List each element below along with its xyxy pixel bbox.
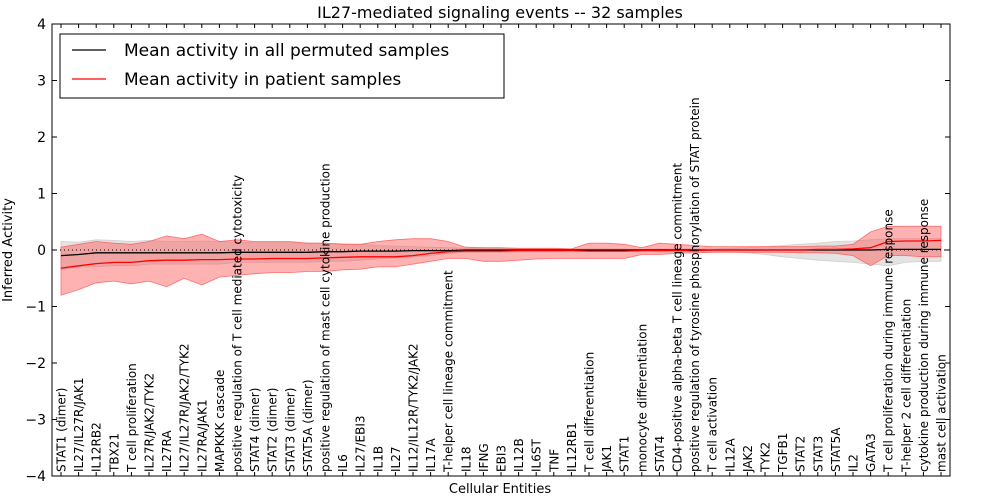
y-axis-label: Inferred Activity [1,198,16,302]
x-tick-label: STAT1 (dimer) [55,388,69,472]
x-tick-label: IL27/IL27R/JAK2/TYK2 [178,343,192,472]
x-tick-label: positive regulation of T cell mediated c… [231,175,245,472]
x-tick-label: IL27 [389,447,403,473]
x-tick-label: T-helper cell lineage commitment [442,270,456,473]
x-tick-label: IL6 [336,454,350,472]
x-tick-label: T cell differentiation [583,352,597,473]
y-tick-label: −4 [25,469,46,485]
x-tick-label: STAT2 [794,436,808,472]
x-tick-label: STAT2 (dimer) [266,388,280,472]
x-tick-label: STAT3 [811,436,825,472]
legend-label-0: Mean activity in all permuted samples [124,41,449,61]
legend: Mean activity in all permuted samples Mea… [59,33,505,99]
x-tick-label: STAT1 [618,436,632,472]
x-tick-label: TGFB1 [776,433,790,473]
x-tick-label: MAPKKK cascade [213,370,227,472]
x-tick-label: monocyte differentiation [635,324,649,472]
x-tick-label: IL1B [371,446,385,472]
x-tick-label: STAT5A [829,427,843,472]
x-tick-label: STAT3 (dimer) [283,388,297,472]
x-tick-label: positive regulation of mast cell cytokin… [319,163,333,472]
y-tick-label: −3 [25,413,46,429]
x-tick-label: cytokine production during immune respon… [917,199,931,472]
x-tick-label: IL27/EBI3 [354,415,368,472]
series-line-1 [60,239,942,269]
x-tick-label: STAT5A (dimer) [301,379,315,472]
x-tick-label: TYK2 [759,442,773,473]
legend-label-1: Mean activity in patient samples [124,70,401,90]
x-tick-label: IL12RB1 [565,422,579,472]
y-tick-label: −2 [25,356,46,372]
y-tick-label: 2 [37,130,46,146]
x-tick-label: STAT4 (dimer) [248,388,262,472]
x-tick-label: IL18 [459,447,473,473]
y-tick-label: 3 [37,74,46,90]
x-axis-label: Cellular Entities [449,482,551,497]
x-tick-label: IL2 [847,454,861,472]
x-tick-label: TNF [547,449,561,473]
chart-title-group: IL27-mediated signaling events -- 32 sam… [317,3,683,22]
y-tick-label: −1 [25,300,46,316]
x-tick-label: CD4-positive alpha-beta T cell lineage c… [671,163,685,472]
x-tick-label: TBX21 [107,433,121,473]
x-tick-label: mast cell activation [935,354,949,472]
x-tick-label: JAK1 [600,445,614,473]
x-tick-label: IL12A [723,438,737,472]
x-tick-label: IL12/IL12R/TYK2/JAK2 [407,343,421,472]
x-tick-label: EBI3 [495,445,509,472]
x-tick-label: T cell activation [706,377,720,473]
x-tick-label: IL12B [512,438,526,472]
x-tick-label: IL12RB2 [90,422,104,472]
x-tick-label: T cell proliferation [125,363,139,473]
y-tick-label: 1 [37,187,46,203]
x-tick-label: T cell proliferation during immune respo… [882,209,896,473]
x-tick-label: GATA3 [864,433,878,472]
x-tick-label: IL6ST [530,439,544,472]
x-tick-label: STAT4 [653,436,667,472]
x-tick-label: IL17A [424,438,438,472]
y-tick-label: 0 [37,243,46,259]
x-tick-label: IL27RA [160,430,174,472]
x-tick-label: IL27RA/JAK1 [195,399,209,472]
x-tick-label: T-helper 2 cell differentiation [899,299,913,473]
chart-title: IL27-mediated signaling events -- 32 sam… [317,3,683,22]
x-tick-label: IFNG [477,443,491,472]
series-band-1 [60,225,942,296]
x-tick-label: IL27R/JAK2/TYK2 [143,373,157,472]
y-tick-label: 4 [37,17,46,33]
x-tick-label: positive regulation of tyrosine phosphor… [688,97,702,472]
legend-box [59,33,505,99]
x-tick-label: JAK2 [741,445,755,473]
x-tick-label: IL27/IL27R/JAK1 [72,378,86,472]
